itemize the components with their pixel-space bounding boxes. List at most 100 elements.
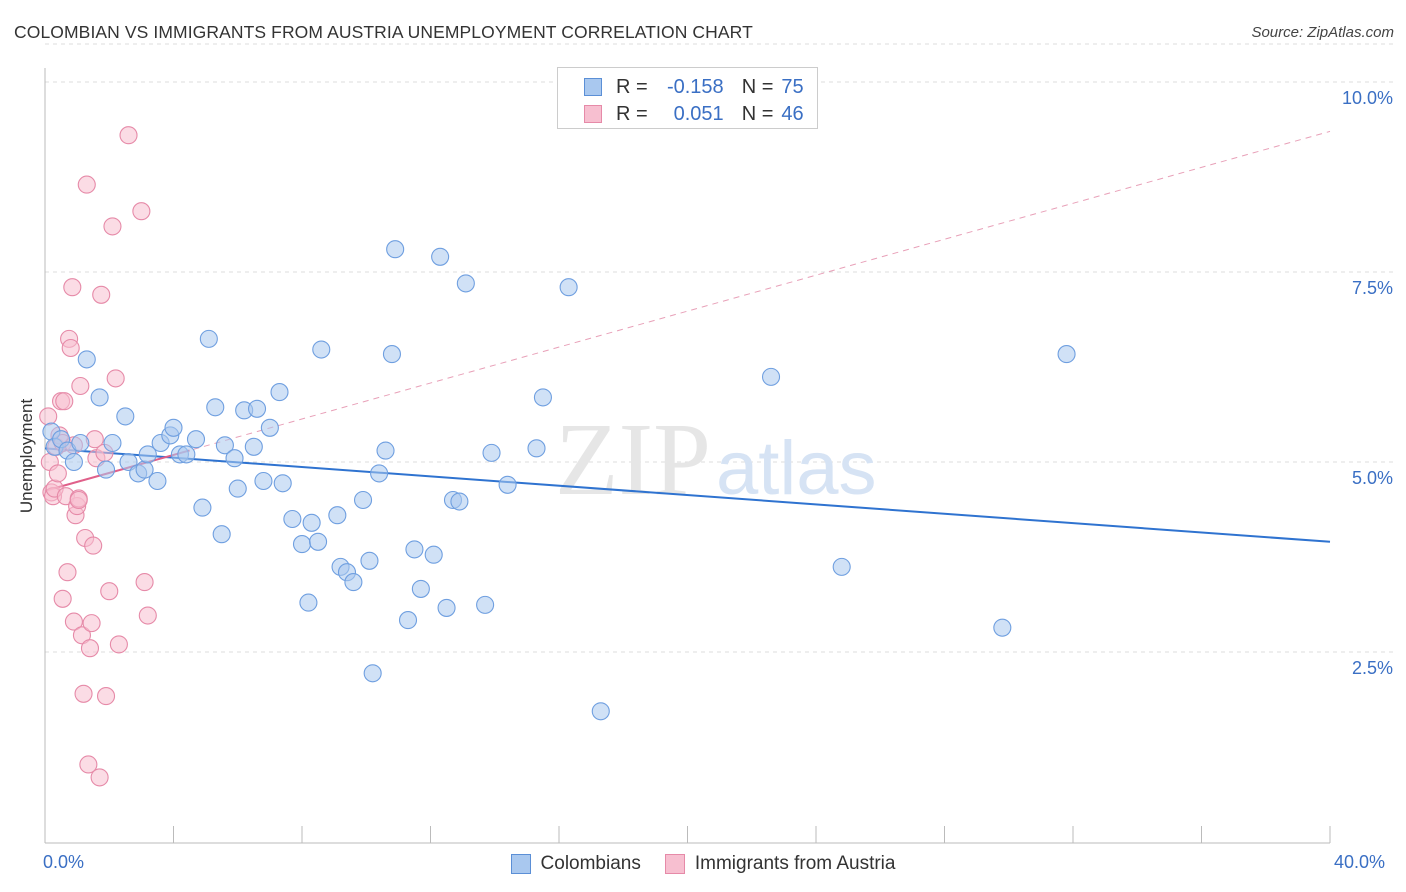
point-colombians	[244, 437, 263, 456]
point-colombians	[71, 433, 90, 453]
point-colombians	[527, 439, 546, 458]
point-colombians	[177, 445, 196, 464]
point-colombians	[302, 513, 321, 532]
point-austria	[100, 582, 119, 601]
point-austria	[71, 376, 90, 396]
point-colombians	[273, 474, 292, 493]
point-colombians	[138, 445, 157, 464]
point-colombians	[90, 388, 109, 407]
point-austria	[64, 612, 83, 631]
point-colombians	[186, 430, 206, 449]
y-tick-label: 10.0%	[1342, 88, 1393, 108]
x-tick-min: 0.0%	[43, 852, 85, 872]
point-austria	[74, 684, 93, 703]
point-colombians	[228, 479, 247, 498]
point-austria	[119, 126, 138, 145]
y-tick-label: 2.5%	[1352, 658, 1393, 678]
point-colombians	[450, 492, 469, 511]
point-colombians	[386, 240, 405, 259]
point-colombians	[360, 551, 379, 570]
point-colombians	[270, 383, 289, 402]
point-colombians	[164, 418, 183, 437]
point-austria	[103, 217, 122, 236]
point-colombians	[370, 464, 389, 483]
point-austria	[84, 536, 103, 555]
watermark: ZIP atlas	[555, 402, 877, 517]
point-colombians	[382, 345, 402, 364]
point-colombians	[225, 449, 244, 468]
point-austria	[61, 338, 80, 358]
point-colombians	[405, 540, 424, 559]
legend-item-austria[interactable]: Immigrants from Austria	[664, 853, 895, 875]
point-colombians	[559, 278, 578, 297]
point-colombians	[437, 598, 456, 617]
point-austria	[39, 407, 58, 426]
n-value: 46	[781, 102, 804, 125]
point-colombians	[312, 340, 331, 359]
r-value: -0.158	[666, 75, 724, 98]
point-colombians	[148, 471, 167, 491]
point-colombians	[193, 498, 212, 517]
point-colombians	[344, 573, 363, 592]
point-colombians	[283, 509, 302, 529]
point-colombians	[309, 532, 328, 551]
point-colombians	[498, 475, 517, 494]
x-tick-max: 40.0%	[1334, 852, 1386, 872]
y-tick-label: 7.5%	[1352, 278, 1393, 298]
r-label: R =	[616, 102, 648, 125]
point-austria	[72, 626, 91, 645]
point-colombians	[212, 525, 231, 544]
point-colombians	[116, 407, 135, 426]
point-colombians	[363, 664, 382, 683]
point-austria	[106, 369, 125, 388]
point-austria	[109, 635, 128, 654]
data-points	[39, 126, 1076, 787]
point-colombians	[398, 611, 418, 630]
point-colombians	[96, 460, 116, 479]
point-colombians	[77, 350, 96, 369]
n-label: N =	[741, 75, 774, 98]
point-austria	[80, 639, 100, 658]
point-colombians	[199, 329, 218, 348]
point-austria	[53, 589, 72, 608]
point-austria	[132, 202, 151, 221]
point-austria	[77, 175, 96, 194]
point-austria	[90, 768, 109, 787]
point-colombians	[411, 579, 430, 598]
point-austria	[92, 285, 111, 304]
point-colombians	[292, 535, 312, 554]
r-value: 0.051	[673, 102, 724, 125]
point-colombians	[64, 452, 83, 472]
point-colombians	[254, 471, 273, 491]
source-label: Source: ZipAtlas.com	[1251, 24, 1394, 41]
point-colombians	[103, 433, 122, 453]
point-colombians	[533, 388, 552, 407]
point-austria	[82, 614, 101, 633]
n-value: 75	[781, 75, 804, 98]
point-colombians	[761, 367, 781, 386]
point-austria	[63, 278, 82, 297]
colombians-swatch	[584, 78, 602, 96]
point-austria	[135, 573, 154, 592]
n-label: N =	[741, 102, 774, 125]
stats-row-colombians: R = -0.158 N = 75	[584, 74, 804, 100]
gridlines	[45, 43, 1393, 653]
point-colombians	[832, 557, 851, 576]
y-tick-labels: 2.5% 5.0% 7.5% 10.0%	[1342, 88, 1393, 678]
point-colombians	[215, 436, 234, 455]
point-colombians	[260, 418, 279, 437]
stats-legend: R = -0.158 N = 75 R = 0.051 N = 46	[557, 67, 818, 129]
point-austria	[96, 687, 116, 706]
point-colombians	[424, 545, 443, 564]
watermark-atlas: atlas	[716, 426, 877, 511]
watermark-zip: ZIP	[555, 402, 711, 517]
point-colombians	[247, 399, 267, 418]
trend-line-solid-1	[44, 449, 190, 492]
legend-item-colombians[interactable]: Colombians	[510, 853, 641, 875]
point-colombians	[1057, 345, 1076, 364]
austria-swatch	[664, 854, 685, 874]
point-colombians	[299, 593, 318, 612]
point-colombians	[476, 595, 495, 614]
trend-lines	[44, 130, 1331, 543]
